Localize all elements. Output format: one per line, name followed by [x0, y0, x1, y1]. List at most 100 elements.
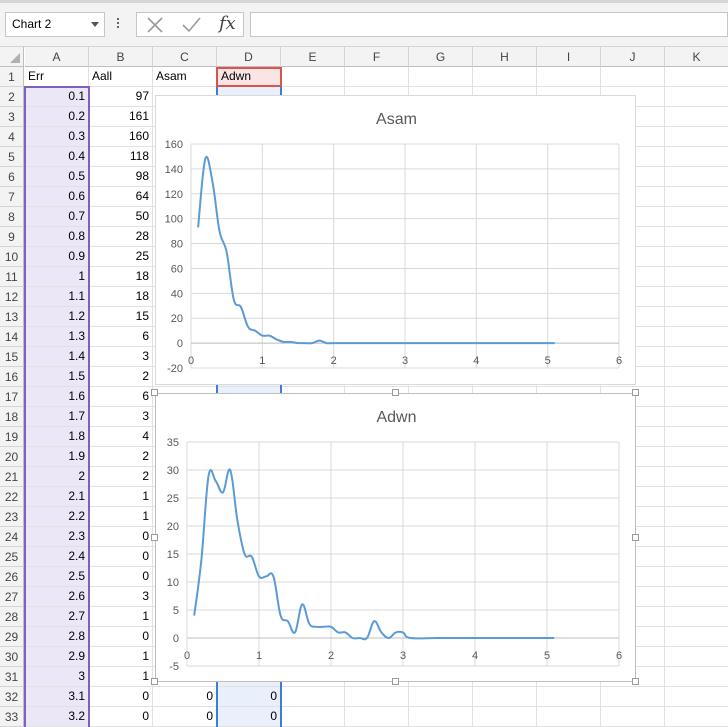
- cell-b11[interactable]: 18: [89, 267, 153, 287]
- cell-k27[interactable]: [665, 587, 728, 607]
- column-header-j[interactable]: J: [601, 47, 665, 67]
- cell-d32[interactable]: 0: [217, 687, 281, 707]
- row-header-24[interactable]: 24: [0, 527, 24, 547]
- name-box[interactable]: Chart 2: [5, 12, 105, 37]
- column-header-f[interactable]: F: [345, 47, 409, 67]
- row-header-10[interactable]: 10: [0, 247, 24, 267]
- chart-asam[interactable]: Asam -20 0 20 40 60 80 100 120 140 160 0 1 2 3 4 5 6: [155, 95, 636, 385]
- cell-g1[interactable]: [409, 67, 473, 87]
- cell-k16[interactable]: [665, 367, 728, 387]
- cell-a32[interactable]: 3.1: [25, 687, 89, 707]
- cell-b17[interactable]: 6: [89, 387, 153, 407]
- cell-k23[interactable]: [665, 507, 728, 527]
- cell-b14[interactable]: 6: [89, 327, 153, 347]
- cell-i1[interactable]: [537, 67, 601, 87]
- cell-b3[interactable]: 161: [89, 107, 153, 127]
- cell-a2[interactable]: 0.1: [25, 87, 89, 107]
- cell-a28[interactable]: 2.7: [25, 607, 89, 627]
- cell-k4[interactable]: [665, 127, 728, 147]
- resize-handle[interactable]: [632, 533, 639, 541]
- row-header-16[interactable]: 16: [0, 367, 24, 387]
- cell-b8[interactable]: 50: [89, 207, 153, 227]
- cell-b28[interactable]: 1: [89, 607, 153, 627]
- cell-g32[interactable]: [409, 687, 473, 707]
- cell-a24[interactable]: 2.3: [25, 527, 89, 547]
- resize-handle[interactable]: [151, 533, 158, 541]
- cell-a29[interactable]: 2.8: [25, 627, 89, 647]
- cell-a17[interactable]: 1.6: [25, 387, 89, 407]
- row-header-28[interactable]: 28: [0, 607, 24, 627]
- cell-k12[interactable]: [665, 287, 728, 307]
- cell-b22[interactable]: 1: [89, 487, 153, 507]
- vertical-dots-icon[interactable]: [116, 16, 120, 32]
- cell-b18[interactable]: 3: [89, 407, 153, 427]
- row-header-21[interactable]: 21: [0, 467, 24, 487]
- cell-k11[interactable]: [665, 267, 728, 287]
- cell-k13[interactable]: [665, 307, 728, 327]
- series-line[interactable]: [193, 468, 555, 641]
- cell-h33[interactable]: [473, 707, 537, 727]
- resize-handle[interactable]: [151, 678, 158, 685]
- cell-b21[interactable]: 2: [89, 467, 153, 487]
- row-header-5[interactable]: 5: [0, 147, 24, 167]
- cell-a8[interactable]: 0.7: [25, 207, 89, 227]
- cell-a19[interactable]: 1.8: [25, 427, 89, 447]
- row-header-12[interactable]: 12: [0, 287, 24, 307]
- cell-a18[interactable]: 1.7: [25, 407, 89, 427]
- series-line[interactable]: [197, 155, 555, 345]
- cell-a7[interactable]: 0.6: [25, 187, 89, 207]
- resize-handle[interactable]: [391, 389, 399, 396]
- cell-k5[interactable]: [665, 147, 728, 167]
- row-header-9[interactable]: 9: [0, 227, 24, 247]
- column-header-g[interactable]: G: [409, 47, 473, 67]
- cell-k28[interactable]: [665, 607, 728, 627]
- cell-b6[interactable]: 98: [89, 167, 153, 187]
- cell-a30[interactable]: 2.9: [25, 647, 89, 667]
- row-header-8[interactable]: 8: [0, 207, 24, 227]
- cancel-icon[interactable]: [143, 15, 167, 35]
- cell-e33[interactable]: [281, 707, 345, 727]
- cell-k33[interactable]: [665, 707, 728, 727]
- cell-e1[interactable]: [281, 67, 345, 87]
- cell-b27[interactable]: 3: [89, 587, 153, 607]
- cell-a9[interactable]: 0.8: [25, 227, 89, 247]
- cell-b1[interactable]: Aall: [89, 67, 153, 87]
- cell-b31[interactable]: 1: [89, 667, 153, 687]
- cell-k17[interactable]: [665, 387, 728, 407]
- row-header-13[interactable]: 13: [0, 307, 24, 327]
- cell-b15[interactable]: 3: [89, 347, 153, 367]
- cell-b19[interactable]: 4: [89, 427, 153, 447]
- cell-b9[interactable]: 28: [89, 227, 153, 247]
- chart-adwn[interactable]: Adwn -5 0 5 10 15 20 25 30 35 0 1 2 3 4 5 6: [155, 393, 636, 682]
- cell-b20[interactable]: 2: [89, 447, 153, 467]
- cell-k32[interactable]: [665, 687, 728, 707]
- cell-a33[interactable]: 3.2: [25, 707, 89, 727]
- cell-i33[interactable]: [537, 707, 601, 727]
- cell-b23[interactable]: 1: [89, 507, 153, 527]
- cell-k15[interactable]: [665, 347, 728, 367]
- cell-k20[interactable]: [665, 447, 728, 467]
- select-all-corner[interactable]: [0, 47, 24, 67]
- row-header-30[interactable]: 30: [0, 647, 24, 667]
- resize-handle[interactable]: [151, 389, 158, 396]
- cell-e32[interactable]: [281, 687, 345, 707]
- cell-a13[interactable]: 1.2: [25, 307, 89, 327]
- row-header-7[interactable]: 7: [0, 187, 24, 207]
- cell-i32[interactable]: [537, 687, 601, 707]
- cell-b7[interactable]: 64: [89, 187, 153, 207]
- row-header-20[interactable]: 20: [0, 447, 24, 467]
- cell-a27[interactable]: 2.6: [25, 587, 89, 607]
- cell-k25[interactable]: [665, 547, 728, 567]
- cell-h1[interactable]: [473, 67, 537, 87]
- cell-a26[interactable]: 2.5: [25, 567, 89, 587]
- row-header-17[interactable]: 17: [0, 387, 24, 407]
- column-header-a[interactable]: A: [25, 47, 89, 67]
- cell-k1[interactable]: [665, 67, 728, 87]
- cell-a5[interactable]: 0.4: [25, 147, 89, 167]
- cell-k6[interactable]: [665, 167, 728, 187]
- cell-a31[interactable]: 3: [25, 667, 89, 687]
- row-header-31[interactable]: 31: [0, 667, 24, 687]
- column-header-b[interactable]: B: [89, 47, 153, 67]
- column-header-e[interactable]: E: [281, 47, 345, 67]
- cell-k19[interactable]: [665, 427, 728, 447]
